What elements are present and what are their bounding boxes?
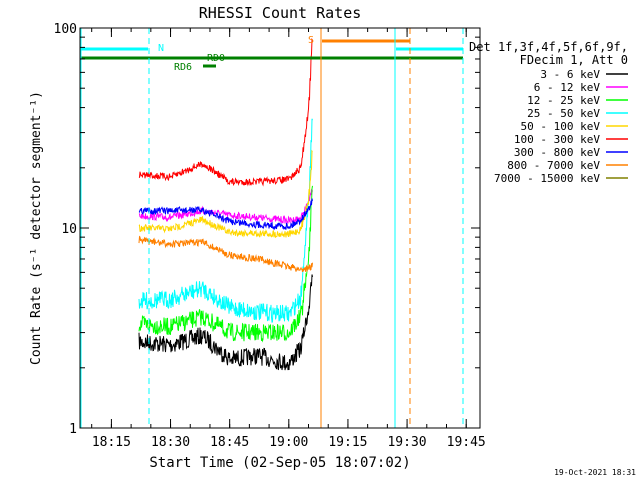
annotation-rd0: RD0 bbox=[207, 53, 225, 64]
y-tick-label: 1 bbox=[69, 422, 77, 437]
legend-label: 100 - 300 keV bbox=[514, 133, 600, 146]
legend-label: 7000 - 15000 keV bbox=[494, 172, 600, 185]
y-axis-label: Count Rate (s⁻¹ detector segment⁻¹) bbox=[29, 91, 44, 365]
y-tick-label: 10 bbox=[61, 222, 77, 237]
legend-label: 800 - 7000 keV bbox=[507, 159, 600, 172]
legend-label: 3 - 6 keV bbox=[540, 68, 600, 81]
legend-label: 25 - 50 keV bbox=[527, 107, 600, 120]
legend-entry-6: 300 - 800 keV bbox=[514, 146, 628, 159]
series-line-5 bbox=[138, 37, 313, 187]
x-tick-label: 19:00 bbox=[269, 435, 308, 450]
annotation-rd6: RD6 bbox=[174, 62, 192, 73]
series-line-7 bbox=[138, 235, 313, 272]
legend-entry-7: 800 - 7000 keV bbox=[507, 159, 628, 172]
chart-title: RHESSI Count Rates bbox=[199, 4, 362, 22]
legend-entry-8: 7000 - 15000 keV bbox=[494, 172, 628, 185]
legend-entry-1: 6 - 12 keV bbox=[534, 81, 628, 94]
legend-header-2: FDecim 1, Att 0 bbox=[520, 53, 628, 67]
plot-area: N RD6 RD0 S 1 10 100 18:15 18:30 18:45 19:00 19:15 1… bbox=[54, 22, 486, 450]
series-line-0 bbox=[138, 274, 313, 371]
series-line-4 bbox=[138, 149, 313, 239]
x-tick-label: 19:15 bbox=[328, 435, 367, 450]
x-tick-label: 19:30 bbox=[387, 435, 426, 450]
series-line-3 bbox=[138, 118, 313, 323]
x-tick-label: 18:15 bbox=[92, 435, 131, 450]
legend-entry-2: 12 - 25 keV bbox=[527, 94, 628, 107]
legend-label: 6 - 12 keV bbox=[534, 81, 601, 94]
legend-label: 50 - 100 keV bbox=[521, 120, 601, 133]
x-tick-label: 18:45 bbox=[210, 435, 249, 450]
x-tick-label: 18:30 bbox=[151, 435, 190, 450]
legend-entry-0: 3 - 6 keV bbox=[540, 68, 628, 81]
annotation-n: N bbox=[158, 43, 164, 54]
x-tick-label: 19:45 bbox=[447, 435, 486, 450]
series-line-6 bbox=[138, 198, 313, 231]
annotation-s: S bbox=[308, 35, 314, 46]
legend-label: 300 - 800 keV bbox=[514, 146, 600, 159]
legend-label: 12 - 25 keV bbox=[527, 94, 600, 107]
legend-entry-5: 100 - 300 keV bbox=[514, 133, 628, 146]
footer-timestamp: 19-Oct-2021 18:31 bbox=[554, 468, 636, 477]
x-axis-label: Start Time (02-Sep-05 18:07:02) bbox=[149, 455, 410, 471]
legend-entry-3: 25 - 50 keV bbox=[527, 107, 628, 120]
series-line-1 bbox=[138, 189, 313, 225]
series-line-2 bbox=[138, 185, 313, 343]
legend-header-1: Det 1f,3f,4f,5f,6f,9f, bbox=[469, 40, 628, 54]
y-tick-label: 100 bbox=[54, 22, 77, 37]
legend: Det 1f,3f,4f,5f,6f,9f, FDecim 1, Att 0 3… bbox=[469, 40, 628, 185]
legend-entry-4: 50 - 100 keV bbox=[521, 120, 628, 133]
